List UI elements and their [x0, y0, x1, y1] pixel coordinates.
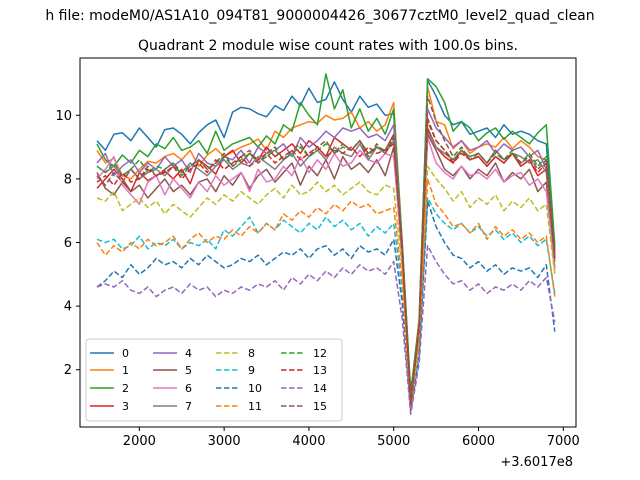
series-line-11 [96, 178, 556, 409]
legend-label-14: 14 [313, 382, 327, 395]
x-tick-label: 6000 [462, 434, 495, 449]
legend-label-8: 8 [248, 347, 255, 360]
y-tick-label: 10 [55, 109, 72, 124]
legend-label-4: 4 [185, 347, 192, 360]
legend-label-9: 9 [248, 364, 255, 377]
series-line-8 [96, 165, 556, 406]
y-axis: 2 4 6 8 10 [55, 109, 80, 378]
legend-label-5: 5 [185, 364, 192, 377]
y-tick-label: 8 [64, 172, 72, 187]
series-line-13 [96, 117, 556, 406]
legend-label-12: 12 [313, 347, 327, 360]
series-line-0 [96, 79, 556, 396]
legend-label-6: 6 [185, 382, 192, 395]
series-line-14 [96, 244, 556, 416]
series-line-9 [96, 197, 556, 406]
series-layer [96, 73, 556, 416]
legend-label-13: 13 [313, 364, 327, 377]
y-tick-label: 6 [64, 236, 72, 251]
x-tick-label: 5000 [377, 434, 410, 449]
chart-title: Quadrant 2 module wise count rates with … [138, 38, 518, 54]
legend-label-2: 2 [122, 382, 129, 395]
legend-label-0: 0 [122, 347, 129, 360]
legend-label-1: 1 [122, 364, 129, 377]
plot-area [79, 57, 577, 428]
legend-box [85, 338, 343, 422]
series-line-10 [96, 200, 556, 412]
legend-label-11: 11 [248, 400, 262, 413]
legend-label-10: 10 [248, 382, 262, 395]
x-axis: 2000 3000 4000 5000 6000 7000 [123, 427, 580, 449]
series-line-15 [96, 95, 556, 403]
y-tick-label: 4 [64, 300, 72, 315]
y-tick-label: 2 [64, 363, 72, 378]
legend-label-3: 3 [122, 400, 129, 413]
legend-label-15: 15 [313, 400, 327, 413]
x-offset-label: +3.6017e8 [500, 455, 573, 470]
series-line-6 [96, 136, 556, 406]
x-tick-label: 2000 [123, 434, 156, 449]
x-tick-label: 7000 [547, 434, 580, 449]
suptitle: h file: modeM0/AS1A10_094T81_9000004426_… [45, 8, 594, 24]
x-tick-label: 4000 [292, 434, 325, 449]
x-tick-label: 3000 [208, 434, 241, 449]
legend-label-7: 7 [185, 400, 192, 413]
series-line-2 [96, 73, 556, 393]
